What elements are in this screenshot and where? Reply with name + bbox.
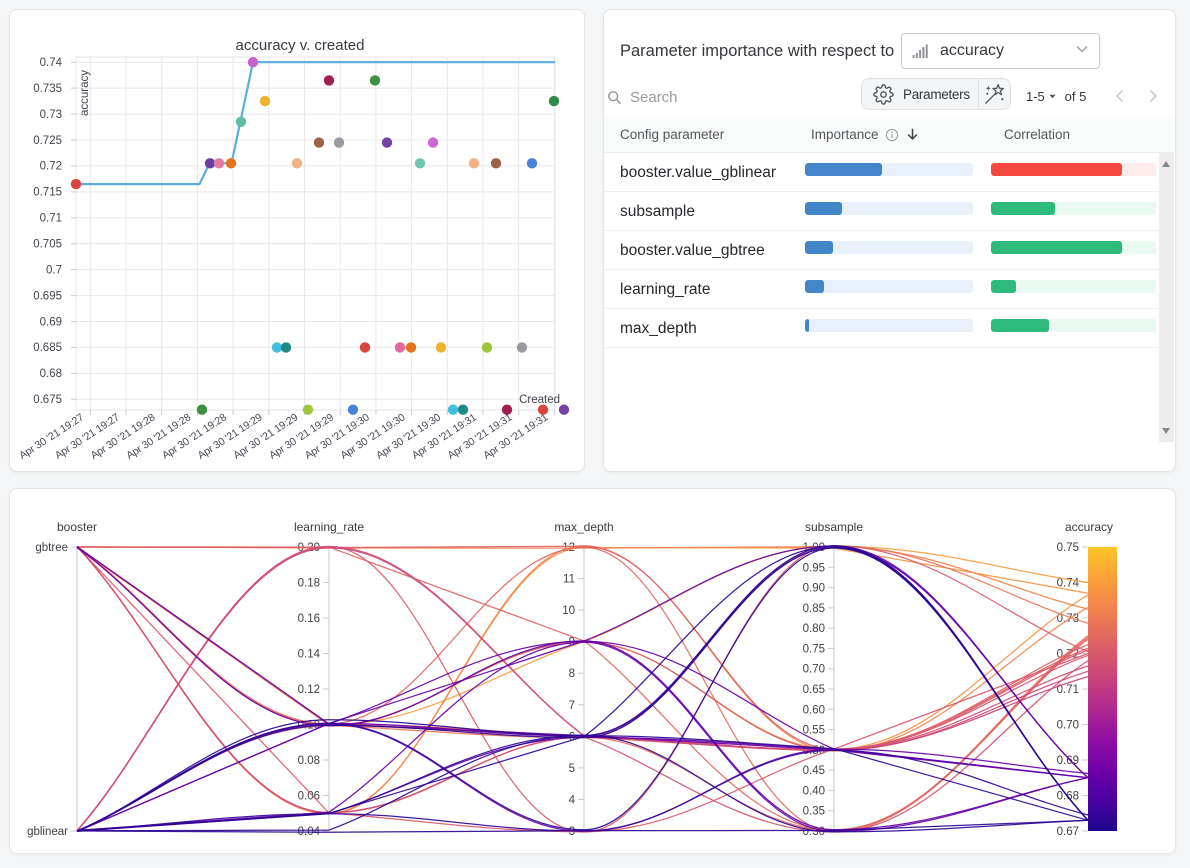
- svg-text:learning_rate: learning_rate: [294, 520, 364, 534]
- svg-text:0.71: 0.71: [1057, 684, 1079, 696]
- svg-text:0.40: 0.40: [803, 785, 825, 797]
- svg-text:subsample: subsample: [805, 520, 863, 534]
- svg-text:0.685: 0.685: [33, 342, 62, 354]
- svg-text:0.80: 0.80: [803, 623, 825, 635]
- svg-text:0.55: 0.55: [803, 725, 825, 737]
- svg-text:0.75: 0.75: [1057, 542, 1079, 554]
- svg-text:0.90: 0.90: [803, 583, 825, 595]
- svg-text:0.70: 0.70: [803, 664, 825, 676]
- svg-text:0.70: 0.70: [1057, 720, 1079, 732]
- svg-text:0.735: 0.735: [33, 83, 62, 95]
- svg-text:5: 5: [569, 763, 575, 775]
- svg-text:0.725: 0.725: [33, 135, 62, 147]
- svg-text:0.675: 0.675: [33, 394, 62, 406]
- svg-text:0.68: 0.68: [40, 368, 62, 380]
- svg-text:0.67: 0.67: [1057, 826, 1079, 838]
- svg-text:accuracy v. created: accuracy v. created: [236, 37, 365, 54]
- svg-text:0.65: 0.65: [803, 684, 825, 696]
- svg-text:0.16: 0.16: [298, 613, 320, 625]
- svg-text:0.35: 0.35: [803, 806, 825, 818]
- svg-text:Created: Created: [519, 394, 560, 406]
- svg-text:8: 8: [569, 668, 575, 680]
- svg-text:0.72: 0.72: [40, 161, 62, 173]
- svg-text:accuracy: accuracy: [79, 70, 91, 116]
- svg-text:max_depth: max_depth: [554, 520, 613, 534]
- svg-text:0.85: 0.85: [803, 603, 825, 615]
- svg-text:0.7: 0.7: [46, 264, 62, 276]
- svg-text:7: 7: [569, 700, 575, 712]
- svg-text:booster: booster: [57, 520, 97, 534]
- svg-text:0.73: 0.73: [40, 109, 62, 121]
- svg-text:0.12: 0.12: [298, 684, 320, 696]
- svg-text:10: 10: [562, 605, 575, 617]
- svg-text:0.18: 0.18: [298, 578, 320, 590]
- svg-text:0.71: 0.71: [40, 213, 62, 225]
- svg-text:0.08: 0.08: [298, 755, 320, 767]
- svg-text:11: 11: [563, 574, 575, 586]
- svg-text:4: 4: [569, 794, 576, 806]
- svg-text:0.69: 0.69: [40, 316, 62, 328]
- svg-text:0.45: 0.45: [803, 765, 825, 777]
- svg-text:0.705: 0.705: [33, 239, 62, 251]
- svg-text:0.74: 0.74: [40, 57, 63, 69]
- svg-text:0.715: 0.715: [33, 187, 62, 199]
- svg-text:0.75: 0.75: [803, 643, 825, 655]
- svg-text:0.95: 0.95: [803, 562, 825, 574]
- svg-text:accuracy: accuracy: [1065, 520, 1113, 534]
- svg-text:0.60: 0.60: [803, 704, 825, 716]
- svg-text:0.695: 0.695: [33, 290, 62, 302]
- svg-text:gbtree: gbtree: [35, 542, 68, 554]
- svg-text:0.14: 0.14: [298, 649, 321, 661]
- svg-text:0.06: 0.06: [298, 791, 320, 803]
- svg-text:gblinear: gblinear: [27, 826, 68, 838]
- svg-text:Apr 30 '21 19:31: Apr 30 '21 19:31: [481, 411, 550, 462]
